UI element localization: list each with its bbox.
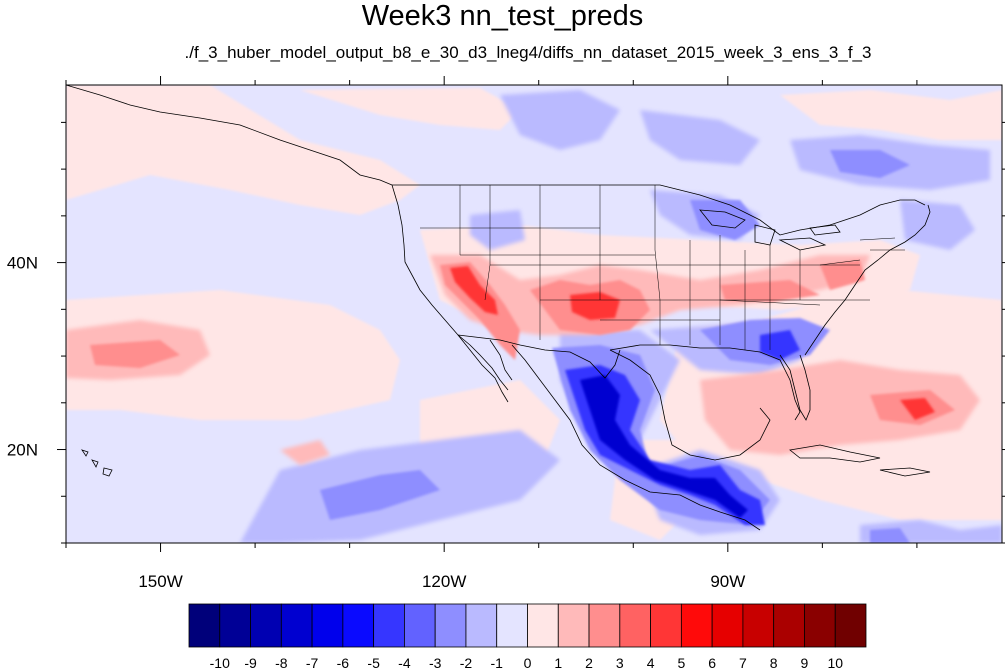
colorbar-label: 9 <box>801 655 809 671</box>
strong-warm-anomaly-regions <box>450 266 935 420</box>
colorbar-swatch <box>496 603 528 648</box>
colorbar-label: 7 <box>739 655 747 671</box>
colorbar-label: 6 <box>708 655 716 671</box>
plot-frame <box>65 84 1003 544</box>
coastlines-and-borders <box>66 85 931 531</box>
colorbar-label: -6 <box>337 655 350 671</box>
colorbar-swatch <box>219 603 251 648</box>
colorbar-swatch <box>188 603 221 648</box>
colorbar <box>188 603 867 648</box>
colorbar-label: 4 <box>647 655 655 671</box>
colorbar-label: -8 <box>275 655 288 671</box>
colorbar-label: -5 <box>367 655 380 671</box>
colorbar-label: 2 <box>585 655 593 671</box>
map-plot-area <box>66 85 1002 543</box>
x-tick-label: 120W <box>422 572 466 591</box>
x-tick-label: 90W <box>710 572 745 591</box>
very-strong-cool-anomaly-regions <box>580 375 748 518</box>
colorbar-swatch <box>404 603 436 648</box>
y-tick-label: 20N <box>7 441 38 460</box>
colorbar-labels: -10 -9 -8 -7 -6 -5 -4 -3 -2 -1 0 1 2 3 4 5 6 7 8 9 10 <box>210 655 844 671</box>
colorbar-label: 5 <box>677 655 685 671</box>
colorbar-swatch <box>527 603 559 648</box>
colorbar-swatch <box>804 603 836 648</box>
colorbar-swatch <box>711 603 744 648</box>
colorbar-label: 10 <box>827 655 843 671</box>
colorbar-swatch <box>465 603 498 648</box>
colorbar-swatch <box>250 603 282 648</box>
colorbar-label: 0 <box>524 655 532 671</box>
colorbar-swatch <box>650 603 682 648</box>
colorbar-swatch <box>342 603 375 648</box>
x-tick-label: 150W <box>138 572 182 591</box>
colorbar-label: 8 <box>770 655 778 671</box>
colorbar-label: -3 <box>429 655 442 671</box>
colorbar-swatch <box>557 603 590 648</box>
colorbar-swatch <box>773 603 805 648</box>
map-subtitle: ./f_3_huber_model_output_b8_e_30_d3_lneg… <box>184 43 872 62</box>
colorbar-label: 3 <box>616 655 624 671</box>
colorbar-swatch <box>834 603 867 648</box>
colorbar-label: -10 <box>210 655 230 671</box>
colorbar-swatch <box>619 603 651 648</box>
colorbar-label: -7 <box>306 655 319 671</box>
state-boundaries <box>420 185 905 350</box>
colorbar-label: -1 <box>491 655 504 671</box>
colorbar-swatch <box>373 603 405 648</box>
colorbar-swatch <box>311 603 344 648</box>
colorbar-label: -9 <box>244 655 257 671</box>
colorbar-label: 1 <box>554 655 562 671</box>
colorbar-swatch <box>680 603 713 648</box>
colorbar-label: -4 <box>398 655 411 671</box>
colorbar-swatch <box>434 603 467 648</box>
y-tick-label: 40N <box>7 254 38 273</box>
colorbar-label: -2 <box>460 655 473 671</box>
colorbar-swatch <box>280 603 313 648</box>
map-title: Week3 nn_test_preds <box>361 0 644 32</box>
colorbar-swatch <box>588 603 621 648</box>
colorbar-swatch <box>742 603 775 648</box>
axis-tick-labels: 150W 120W 90W 40N 20N <box>7 254 745 591</box>
